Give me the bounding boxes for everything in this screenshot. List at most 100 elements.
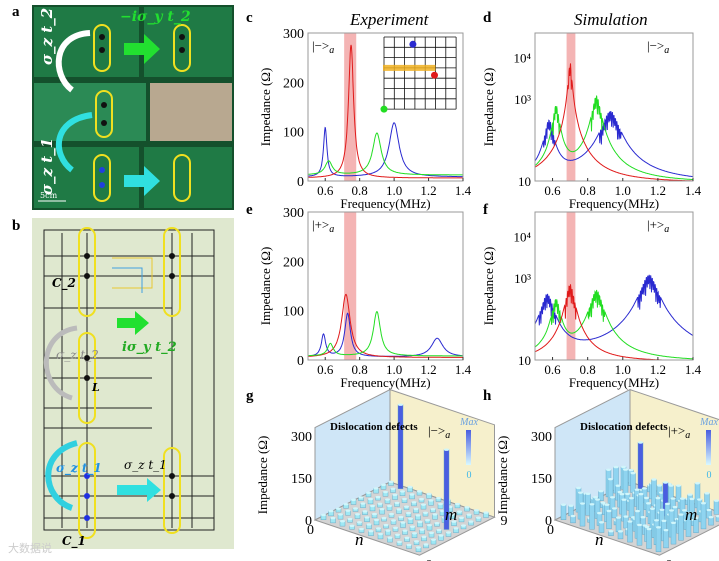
bar [636,524,643,546]
bar-top [360,502,366,505]
z-tick-label: 150 [291,472,312,487]
bar-top [366,523,372,526]
bar-top [616,516,621,519]
bar-top [349,524,355,528]
x-tick-label: 0.6 [544,183,561,198]
annotation-dislocation-defects: Dislocation defects [580,421,668,433]
x-axis-label: Frequency(MHz) [340,196,430,211]
bar-top [695,482,700,485]
x-tick-label: 1.4 [685,183,702,198]
y-tick-label: 100 [283,305,304,320]
bar-top [663,528,669,532]
bar [637,442,644,489]
n-tick-label: 0 [307,523,314,538]
series-red [535,284,693,360]
bar-top [644,525,650,529]
bar-top [604,503,610,506]
m-tick-label: 9 [501,514,508,529]
bar-top [665,502,670,506]
z-tick-label: 150 [531,472,552,487]
bar-top [429,531,434,535]
bar-top [419,497,424,501]
n-axis-label: n [355,530,364,549]
bar-top [669,509,674,512]
bar-top [387,504,392,508]
chart-h: 015030001009nmImpedance (Ω)Dislocation d… [495,388,719,561]
bar-top [444,448,449,451]
colorbar-min: 0 [467,470,472,481]
bar [713,500,719,515]
bar [615,517,622,533]
inset-dot-blue [409,40,417,48]
z-tick-label: 0 [545,514,552,529]
bar-top [385,498,390,501]
bar-top [580,502,585,505]
bar-top [421,535,427,539]
x-axis-label: Frequency(MHz) [569,375,659,390]
x-tick-label: 1.2 [650,362,666,377]
bar-top [610,496,615,499]
z-tick-label: 300 [291,430,312,445]
bar-top [417,520,423,524]
bar-top [585,492,591,496]
bar-top [464,506,470,509]
bar-top [657,484,662,487]
bar-top [656,526,661,529]
plot-frame [534,211,694,361]
x-tick-label: 1.0 [386,362,402,377]
bar [670,522,677,545]
y-tick-label: 10⁴ [513,51,531,66]
bar-top [451,520,457,523]
bar-top [392,493,398,497]
bar-top [404,536,410,540]
bar [611,508,618,519]
bar-top [438,502,443,506]
bar-top [373,487,379,490]
inset-dot-green [380,105,388,113]
y-tick-label: 10⁴ [513,230,531,245]
x-tick-label: 1.2 [420,183,436,198]
bar-top [642,487,647,490]
bar-top [689,497,695,501]
highlight-band [344,212,357,360]
bar-top [376,527,381,530]
bar-top [644,496,649,500]
scale-bar-label: 5cm [40,191,58,200]
bar-top [402,497,407,501]
y-tick-label: 10³ [514,92,531,107]
bar-top [377,502,383,505]
bar-top [432,513,438,516]
bar [606,510,612,529]
bar-top [693,516,699,520]
bar-top [366,491,371,494]
bar-top [417,490,422,493]
bar-top [716,515,719,518]
bar-top [434,522,440,525]
bar-top [612,507,617,510]
bar-top [370,504,375,508]
x-tick-label: 1.0 [386,183,402,198]
bar-top [336,507,341,510]
x-tick-label: 1.2 [420,362,436,377]
bar-top [347,517,353,521]
bar-top [394,501,400,505]
m-axis-label: m [445,505,457,524]
bar-top [421,503,426,506]
bar-top [608,477,613,481]
bar-top [593,496,598,499]
series-green [308,310,463,357]
bar-top [355,513,360,516]
bar-top [407,485,413,489]
bar-top [404,505,409,508]
state-label: |−>a [312,38,334,56]
bar-top [357,521,362,524]
bar-top [391,519,396,522]
x-tick-label: 0.6 [317,183,334,198]
x-axis-label: Frequency(MHz) [340,375,430,390]
photo-label-isy-t2: −iσ_y t_2 [120,9,191,25]
label-c1: C_1 [62,534,86,548]
y-tick-label: 200 [283,255,304,270]
bar-top [446,531,451,534]
